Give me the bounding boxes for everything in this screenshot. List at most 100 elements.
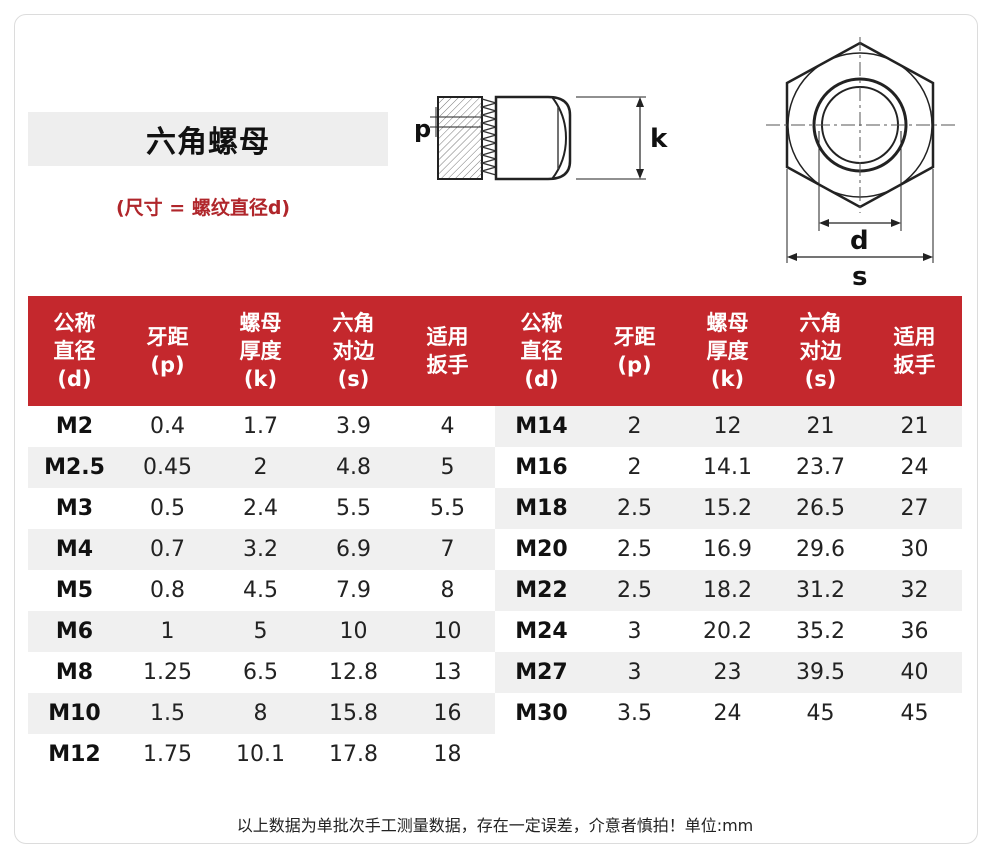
size-cell: M20 xyxy=(515,537,568,562)
value-cell: 8 xyxy=(440,578,455,603)
table-row: M6 1 5 10 10 xyxy=(28,611,495,652)
value-cell: 1.75 xyxy=(143,742,192,767)
value-cell: 1 xyxy=(160,619,175,644)
table-row: M22 2.5 18.2 31.2 32 xyxy=(495,570,962,611)
value-cell: 4.8 xyxy=(336,455,371,480)
value-cell: 23.7 xyxy=(796,455,845,480)
size-cell: M24 xyxy=(515,619,568,644)
title-box: 六角螺母 xyxy=(28,112,388,166)
size-cell: M14 xyxy=(515,414,568,439)
value-cell: 4 xyxy=(440,414,455,439)
header-thickness: 螺母 厚度 (k) xyxy=(706,311,749,391)
table-row: M24 3 20.2 35.2 36 xyxy=(495,611,962,652)
table-row: M14 2 12 21 21 xyxy=(495,406,962,447)
table-row: M12 1.75 10.1 17.8 18 xyxy=(28,734,495,775)
value-cell: 0.5 xyxy=(150,496,185,521)
table-row: M30 3.5 24 45 45 xyxy=(495,693,962,734)
value-cell: 18 xyxy=(433,742,462,767)
value-cell: 10 xyxy=(433,619,462,644)
value-cell: 7 xyxy=(440,537,455,562)
size-cell: M10 xyxy=(48,701,101,726)
value-cell: 15.2 xyxy=(703,496,752,521)
value-cell: 26.5 xyxy=(796,496,845,521)
p-label: p xyxy=(414,115,431,143)
size-cell: M16 xyxy=(515,455,568,480)
table-row: M20 2.5 16.9 29.6 30 xyxy=(495,529,962,570)
value-cell: 14.1 xyxy=(703,455,752,480)
table-row: M8 1.25 6.5 12.8 13 xyxy=(28,652,495,693)
size-cell: M12 xyxy=(48,742,101,767)
value-cell: 5.5 xyxy=(430,496,465,521)
value-cell: 45 xyxy=(806,701,835,726)
table-row: M16 2 14.1 23.7 24 xyxy=(495,447,962,488)
header-pitch: 牙距 (p) xyxy=(146,325,189,377)
size-cell: M22 xyxy=(515,578,568,603)
header-wrench: 适用 扳手 xyxy=(893,325,936,377)
value-cell: 40 xyxy=(900,660,929,685)
value-cell: 23 xyxy=(713,660,742,685)
size-cell: M2 xyxy=(55,414,94,439)
value-cell: 2.4 xyxy=(243,496,278,521)
header-diameter: 公称 直径 (d) xyxy=(53,311,96,391)
size-cell: M3 xyxy=(55,496,94,521)
value-cell: 3.5 xyxy=(617,701,652,726)
value-cell: 32 xyxy=(900,578,929,603)
size-cell: M18 xyxy=(515,496,568,521)
value-cell: 24 xyxy=(713,701,742,726)
k-label: k xyxy=(650,124,668,154)
value-cell: 36 xyxy=(900,619,929,644)
nut-side-view-diagram: p k xyxy=(414,95,668,181)
nut-top-view-diagram: d s xyxy=(766,37,956,292)
value-cell: 35.2 xyxy=(796,619,845,644)
value-cell: 10 xyxy=(339,619,368,644)
footer-note: 以上数据为单批次手工测量数据，存在一定误差，介意者慎拍！单位:mm xyxy=(236,816,754,835)
header-pitch: 牙距 (p) xyxy=(613,325,656,377)
value-cell: 1.25 xyxy=(143,660,192,685)
header-wrench: 适用 扳手 xyxy=(426,325,469,377)
value-cell: 0.8 xyxy=(150,578,185,603)
table-row: M5 0.8 4.5 7.9 8 xyxy=(28,570,495,611)
value-cell: 7.9 xyxy=(336,578,371,603)
value-cell: 0.7 xyxy=(150,537,185,562)
value-cell: 3.9 xyxy=(336,414,371,439)
table-row: M4 0.7 3.2 6.9 7 xyxy=(28,529,495,570)
size-cell: M6 xyxy=(55,619,94,644)
value-cell: 6.9 xyxy=(336,537,371,562)
value-cell: 29.6 xyxy=(796,537,845,562)
value-cell: 3 xyxy=(627,619,642,644)
size-cell: M2.5 xyxy=(44,455,105,480)
value-cell: 0.4 xyxy=(150,414,185,439)
page-title: 六角螺母 xyxy=(146,125,270,160)
value-cell: 15.8 xyxy=(329,701,378,726)
table-row: M27 3 23 39.5 40 xyxy=(495,652,962,693)
value-cell: 3.2 xyxy=(243,537,278,562)
value-cell: 16 xyxy=(433,701,462,726)
value-cell: 12 xyxy=(713,414,742,439)
value-cell: 10.1 xyxy=(236,742,285,767)
value-cell: 2 xyxy=(627,455,642,480)
value-cell: 31.2 xyxy=(796,578,845,603)
value-cell: 0.45 xyxy=(143,455,192,480)
table-row: M10 1.5 8 15.8 16 xyxy=(28,693,495,734)
value-cell: 2 xyxy=(253,455,268,480)
value-cell: 1.7 xyxy=(243,414,278,439)
table-header: 公称 直径 (d) 牙距 (p) 螺母 厚度 (k) 六角 对边 (s) 适用 … xyxy=(28,296,962,406)
value-cell: 17.8 xyxy=(329,742,378,767)
header-across-flats: 六角 对边 (s) xyxy=(799,311,842,391)
value-cell: 2.5 xyxy=(617,578,652,603)
value-cell: 12.8 xyxy=(329,660,378,685)
value-cell: 2.5 xyxy=(617,537,652,562)
table-row: M18 2.5 15.2 26.5 27 xyxy=(495,488,962,529)
value-cell: 2 xyxy=(627,414,642,439)
value-cell: 30 xyxy=(900,537,929,562)
d-label: d xyxy=(850,226,869,256)
spec-table: 公称 直径 (d) 牙距 (p) 螺母 厚度 (k) 六角 对边 (s) 适用 … xyxy=(28,296,962,775)
value-cell: 2.5 xyxy=(617,496,652,521)
table-body: M2 0.4 1.7 3.9 4 M2.5 0.45 2 4.8 5 M3 0.5 2.4 5.5 5.5 M… xyxy=(28,406,962,775)
value-cell: 45 xyxy=(900,701,929,726)
table-row: M2 0.4 1.7 3.9 4 xyxy=(28,406,495,447)
value-cell: 21 xyxy=(806,414,835,439)
table-row: M2.5 0.45 2 4.8 5 xyxy=(28,447,495,488)
header-diameter: 公称 直径 (d) xyxy=(520,311,563,391)
value-cell: 39.5 xyxy=(796,660,845,685)
